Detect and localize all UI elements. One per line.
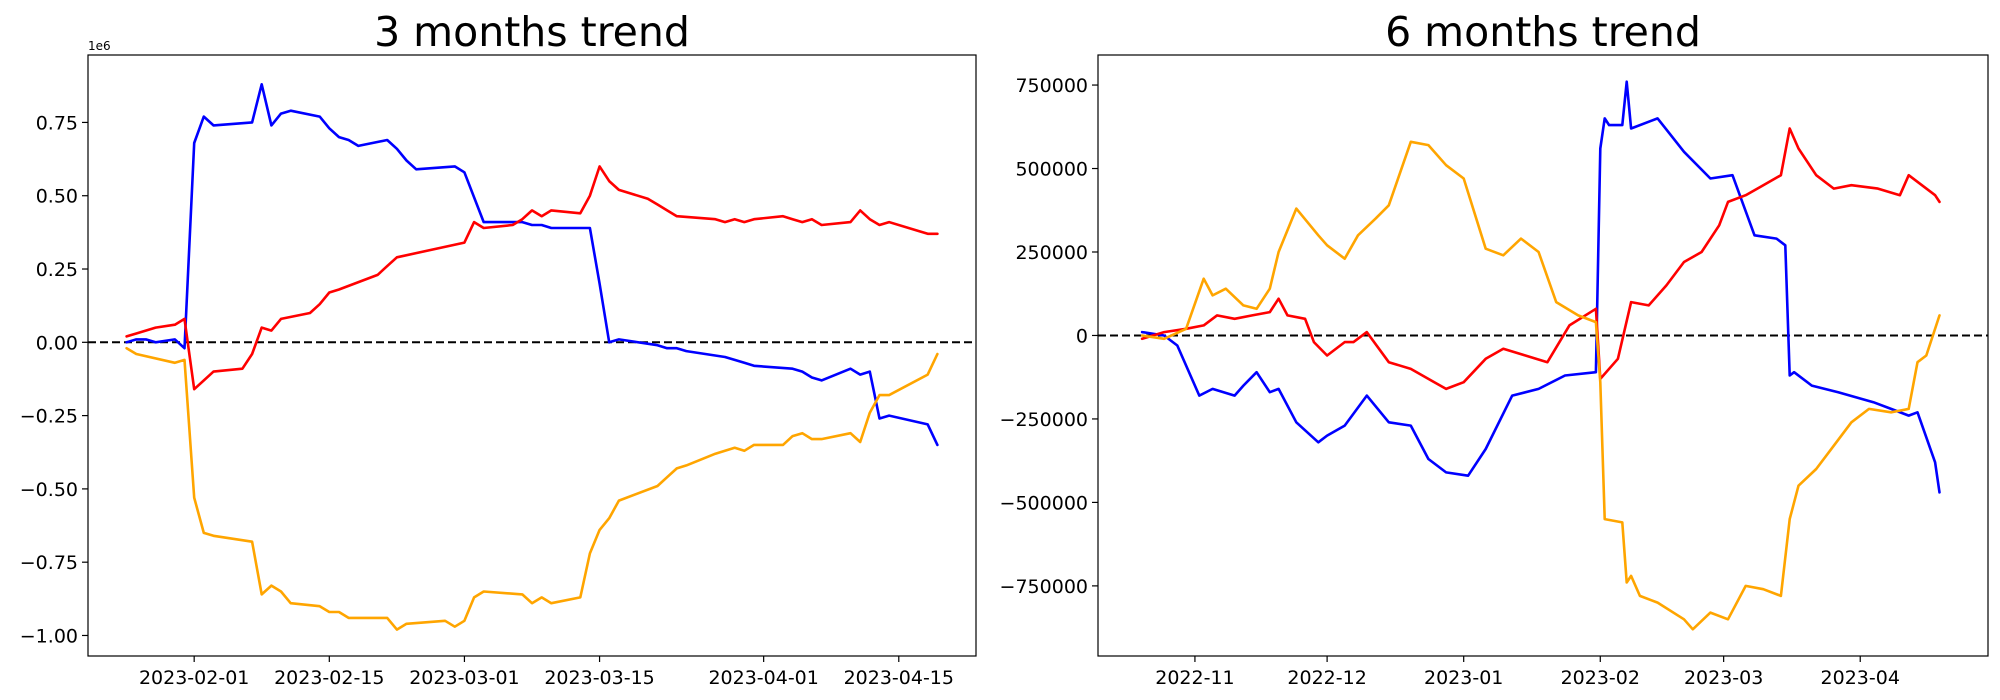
x-tick-label: 2022-11 — [1155, 667, 1234, 689]
x-tick-label: 2023-03 — [1684, 667, 1763, 689]
series-line-1 — [1140, 127, 1941, 391]
y-offset-label: 1e6 — [88, 39, 111, 53]
series-line-1 — [125, 165, 939, 391]
y-tick-label: 0 — [1076, 325, 1088, 347]
series-line-0 — [125, 83, 939, 447]
x-tick-label: 2023-04 — [1821, 667, 1900, 689]
y-tick-label: 0.25 — [36, 259, 78, 281]
x-tick-label: 2023-02-15 — [274, 667, 384, 689]
y-tick-label: 0.50 — [36, 186, 78, 208]
x-tick-label: 2023-04-01 — [708, 667, 818, 689]
y-tick-label: −0.50 — [20, 479, 78, 501]
y-tick-label: 500000 — [1015, 159, 1088, 181]
chart-title: 3 months trend — [374, 8, 690, 56]
series-line-0 — [1140, 80, 1941, 494]
y-tick-label: −0.25 — [20, 406, 78, 428]
y-tick-label: 250000 — [1015, 242, 1088, 264]
x-tick-label: 2023-04-15 — [844, 667, 954, 689]
y-tick-label: 0.00 — [36, 332, 78, 354]
x-tick-label: 2022-12 — [1287, 667, 1366, 689]
y-tick-label: −750000 — [1000, 576, 1088, 598]
y-tick-label: −500000 — [1000, 492, 1088, 514]
plot-frame — [87, 54, 977, 657]
y-tick-label: −0.75 — [20, 552, 78, 574]
x-tick-label: 2023-01 — [1424, 667, 1503, 689]
series-line-2 — [125, 346, 939, 631]
y-tick-label: 750000 — [1015, 75, 1088, 97]
y-tick-label: −250000 — [1000, 409, 1088, 431]
chart-6-months: 6 months trend 2022-11 2022-12 2023-01 2023… — [1000, 8, 1989, 689]
y-tick-label: 0.75 — [36, 112, 78, 134]
x-tick-label: 2023-03-01 — [409, 667, 519, 689]
x-tick-label: 2023-02-01 — [139, 667, 249, 689]
x-tick-label: 2023-03-15 — [544, 667, 654, 689]
chart-3-months: 3 months trend 1e6 2023-02-01 2023-02-15 2… — [20, 8, 977, 689]
x-tick-label: 2023-02 — [1561, 667, 1640, 689]
plot-frame — [1097, 54, 1989, 657]
chart-title: 6 months trend — [1385, 8, 1701, 56]
series-line-2 — [1140, 140, 1941, 631]
y-tick-label: −1.00 — [20, 625, 78, 647]
